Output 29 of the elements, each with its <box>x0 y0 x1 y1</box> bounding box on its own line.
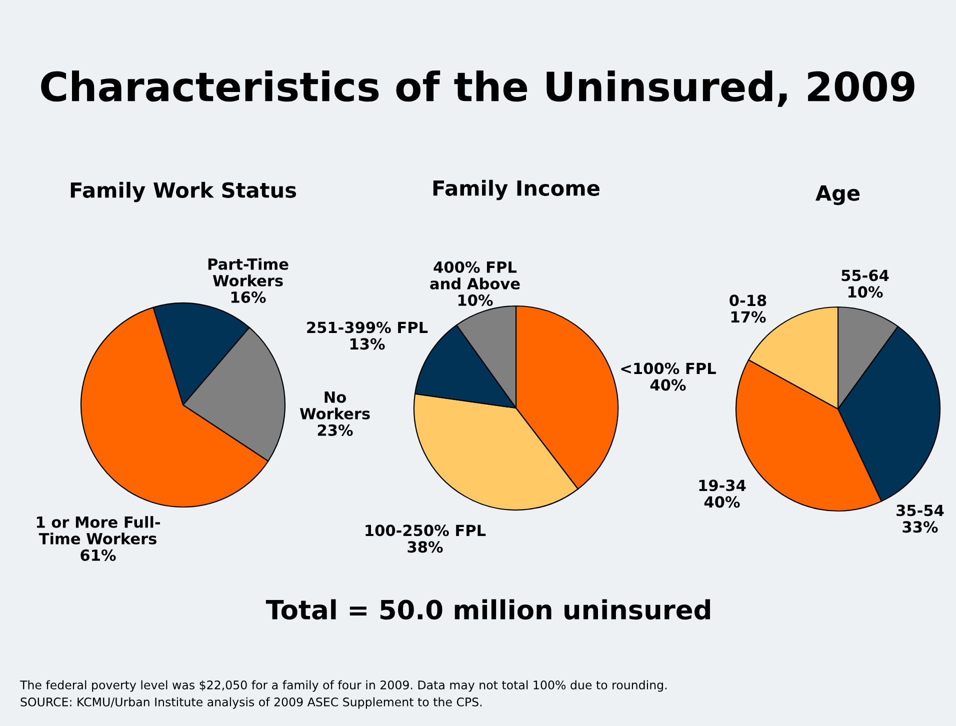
slice-label: <100% FPL <box>621 362 716 374</box>
slice-label: 19-34 <box>699 480 746 492</box>
slice-label: 55-64 <box>842 270 889 282</box>
data-label: 40% <box>704 496 740 508</box>
data-label: 23% <box>318 424 353 436</box>
data-label: 38% <box>408 541 443 553</box>
slice-label: No Workers <box>300 392 370 420</box>
text: Characteristics of the Uninsured, 2009 <box>41 70 914 107</box>
data-label: 10% <box>848 286 883 298</box>
slice-label: 400% FPL and Above <box>430 261 520 290</box>
slice-label: 100-250% FPL <box>366 524 486 536</box>
text: The federal poverty level was $22,050 for a family of four in 2009. Data may not total 100% due to rounding. <box>20 680 667 692</box>
data-label: 16% <box>231 291 266 303</box>
source-note: SOURCE: KCMU/Urban Institute analysis of 2009 ASEC Supplement to the CPS. <box>20 697 482 709</box>
slice-label: 35-54 <box>896 504 944 516</box>
data-label: 17% <box>731 311 766 323</box>
data-label: 61% <box>80 549 116 561</box>
text: Total = 50.0 million uninsured <box>266 599 710 620</box>
slice-label: 0-18 <box>730 294 766 306</box>
chart-title: Family Work Status <box>70 182 296 202</box>
data-label: 40% <box>650 379 686 391</box>
data-label: 13% <box>350 338 385 350</box>
slice-label: 251-399% FPL <box>307 322 428 334</box>
slice-label: 1 or More Full- Time Workers <box>36 516 160 544</box>
data-label: 33% <box>902 521 938 533</box>
chart-title: Family Income <box>433 180 600 200</box>
data-label: 10% <box>458 294 493 306</box>
chart-title: Age <box>816 185 860 206</box>
slice-label: Part-Time Workers <box>208 258 288 286</box>
